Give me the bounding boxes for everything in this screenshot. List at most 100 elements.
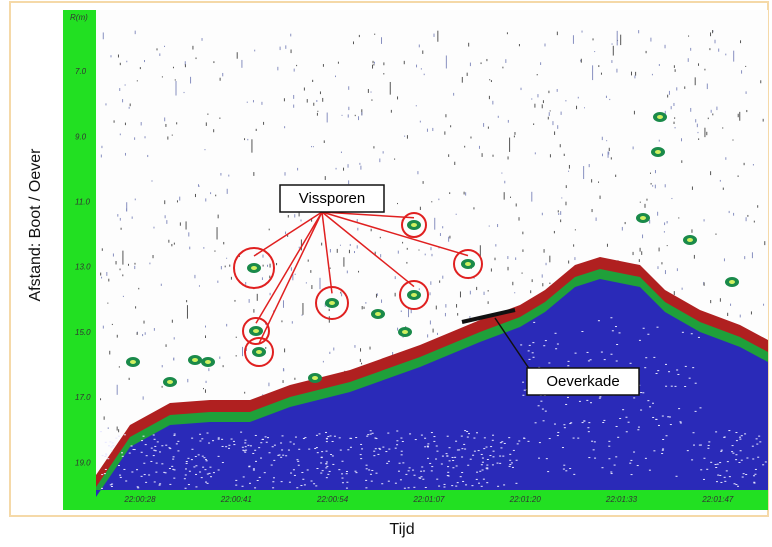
bed-speckle: [325, 432, 327, 433]
bed-speckle: [367, 434, 369, 435]
bed-speckle: [586, 400, 588, 401]
bed-speckle: [637, 465, 639, 466]
speckle: [450, 125, 451, 127]
bed-speckle: [402, 441, 404, 442]
speckle: [323, 361, 324, 363]
speckle: [225, 266, 226, 268]
bed-speckle: [244, 452, 246, 453]
bed-speckle: [653, 357, 655, 358]
bed-speckle: [601, 467, 603, 468]
speckle: [245, 282, 246, 285]
bed-speckle: [447, 472, 449, 473]
bed-speckle: [274, 445, 276, 446]
bed-speckle: [603, 420, 605, 421]
bed-speckle: [193, 466, 195, 467]
bed-speckle: [765, 461, 767, 462]
bed-speckle: [489, 455, 491, 456]
speckle: [116, 261, 117, 264]
bed-speckle: [728, 430, 730, 431]
bed-speckle: [743, 473, 745, 474]
bed-speckle: [665, 386, 667, 387]
bed-speckle: [734, 483, 736, 484]
speckle: [720, 180, 721, 182]
bed-speckle: [412, 470, 414, 471]
speckle: [600, 196, 601, 199]
speckle: [253, 309, 254, 313]
bed-speckle: [509, 466, 511, 467]
speckle: [101, 277, 102, 279]
bed-speckle: [145, 444, 147, 445]
bed-speckle: [587, 427, 589, 428]
speckle: [407, 248, 408, 250]
speckle: [470, 63, 471, 67]
speckle: [203, 388, 204, 389]
bed-speckle: [662, 448, 664, 449]
bed-speckle: [467, 465, 469, 466]
bed-speckle: [398, 471, 400, 472]
speckle: [491, 268, 492, 271]
speckle: [144, 321, 145, 324]
bed-speckle: [186, 463, 188, 464]
speckle: [691, 229, 692, 232]
bed-speckle: [120, 477, 122, 478]
bed-speckle: [289, 482, 291, 483]
bed-speckle: [649, 470, 651, 471]
bed-speckle: [141, 440, 143, 441]
bed-speckle: [500, 447, 502, 448]
bed-speckle: [511, 462, 513, 463]
fish-core: [687, 238, 693, 242]
bed-speckle: [330, 454, 332, 455]
bed-speckle: [533, 357, 535, 358]
bed-speckle: [260, 458, 262, 459]
bed-speckle: [159, 451, 161, 452]
speckle: [434, 218, 435, 230]
speckle: [611, 157, 612, 159]
bed-speckle: [143, 463, 145, 464]
speckle: [189, 247, 190, 250]
speckle: [418, 250, 419, 251]
bed-speckle: [708, 445, 710, 446]
speckle: [544, 249, 545, 253]
speckle: [120, 218, 121, 221]
speckle: [360, 348, 361, 351]
bed-speckle: [665, 364, 667, 365]
bed-speckle: [540, 401, 542, 402]
bed-speckle: [370, 474, 372, 475]
speckle: [448, 237, 449, 242]
bed-speckle: [744, 433, 746, 434]
speckle: [740, 315, 741, 318]
bed-speckle: [207, 433, 209, 434]
speckle: [219, 118, 220, 119]
speckle: [673, 103, 674, 106]
speckle: [674, 65, 675, 68]
speckle: [667, 245, 668, 246]
bed-speckle: [213, 472, 215, 473]
speckle: [695, 77, 696, 85]
fish-core: [167, 380, 173, 384]
speckle: [164, 46, 165, 47]
speckle: [677, 268, 678, 271]
speckle: [199, 285, 200, 286]
speckle: [343, 257, 344, 266]
bed-speckle: [104, 456, 106, 457]
bed-speckle: [503, 484, 505, 485]
bed-speckle: [447, 436, 449, 437]
speckle: [372, 65, 373, 69]
bed-speckle: [676, 476, 678, 477]
speckle: [380, 254, 381, 257]
bed-speckle: [418, 477, 420, 478]
bed-speckle: [308, 449, 310, 450]
bed-speckle: [161, 445, 163, 446]
bed-speckle: [482, 458, 484, 459]
speckle: [365, 302, 366, 304]
bed-speckle: [423, 470, 425, 471]
speckle: [280, 47, 281, 50]
speckle: [548, 117, 549, 120]
bed-speckle: [112, 442, 114, 443]
bed-speckle: [415, 439, 417, 440]
speckle: [234, 300, 235, 302]
bed-speckle: [195, 474, 197, 475]
speckle: [544, 44, 545, 47]
bed-speckle: [177, 441, 179, 442]
bed-speckle: [366, 465, 368, 466]
